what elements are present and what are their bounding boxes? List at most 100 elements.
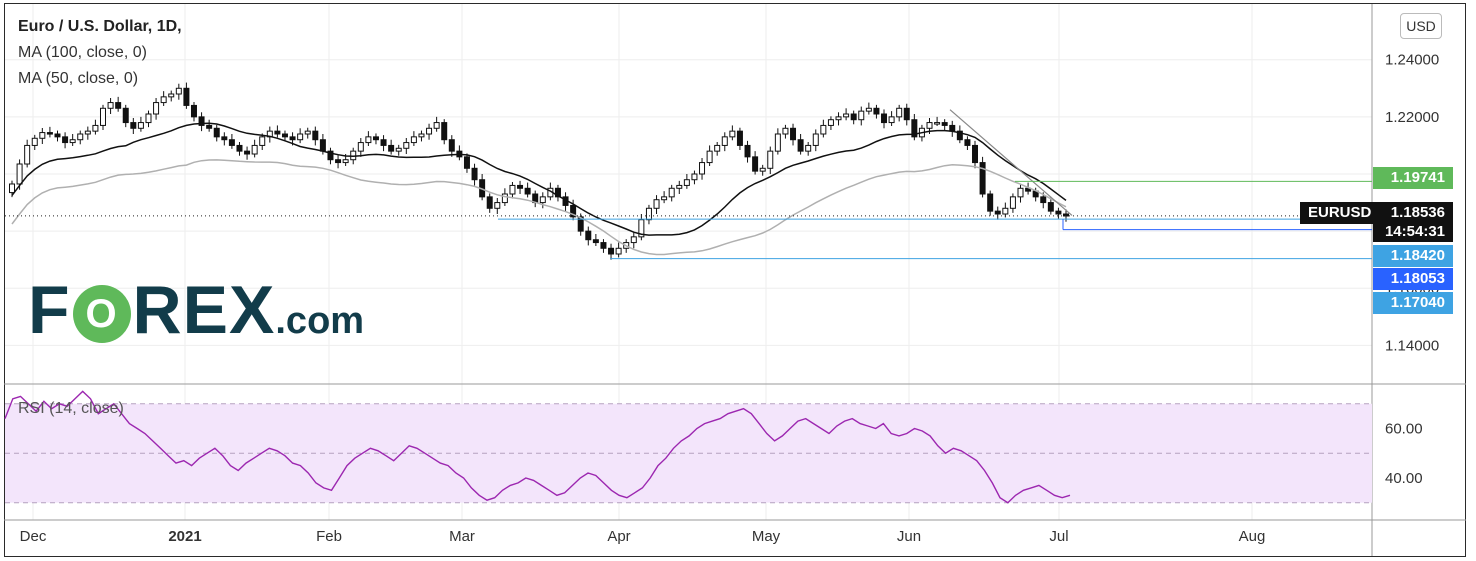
- candle: [721, 136, 728, 146]
- candle: [987, 193, 994, 212]
- price-label-3: 1.18053: [1373, 268, 1453, 290]
- candle: [554, 187, 561, 198]
- candle: [509, 184, 516, 195]
- x-tick-label: Jul: [1049, 528, 1068, 545]
- candle: [676, 184, 683, 189]
- candle: [190, 104, 197, 118]
- x-tick-label: Mar: [449, 528, 475, 545]
- candle: [46, 132, 53, 135]
- price-tick-label: 1.24000: [1385, 52, 1439, 69]
- candle: [994, 210, 1001, 215]
- candle: [259, 136, 266, 146]
- candle: [319, 139, 326, 152]
- candle: [213, 127, 220, 138]
- candle: [774, 133, 781, 152]
- candle: [84, 130, 91, 135]
- candle: [608, 247, 615, 255]
- candle: [228, 139, 235, 146]
- candle: [592, 239, 599, 244]
- candle: [145, 113, 152, 124]
- currency-button[interactable]: USD: [1400, 13, 1442, 39]
- candle: [797, 139, 804, 152]
- price-label-4: 1.17040: [1373, 292, 1453, 314]
- candle: [744, 144, 751, 158]
- candle: [297, 133, 304, 141]
- candle: [403, 142, 410, 149]
- candle: [380, 139, 387, 146]
- candle: [1040, 196, 1047, 204]
- candle: [1017, 187, 1024, 198]
- rsi-legend: RSI (14, close): [18, 400, 124, 417]
- candle: [865, 107, 872, 112]
- candle: [782, 127, 789, 135]
- x-tick-label: May: [752, 528, 781, 545]
- trendline: [949, 109, 1073, 216]
- candle: [979, 162, 986, 195]
- candle: [691, 173, 698, 181]
- candle: [577, 216, 584, 232]
- candle: [153, 102, 160, 115]
- logo-domain: .com: [275, 300, 365, 342]
- price-label-2: 1.18420: [1373, 245, 1453, 267]
- candle: [24, 144, 31, 165]
- candle: [426, 127, 433, 135]
- price-tick-label: 1.22000: [1385, 109, 1439, 126]
- candle: [790, 127, 797, 141]
- candle: [115, 102, 122, 109]
- candle: [107, 102, 114, 109]
- candle: [570, 204, 577, 218]
- candle: [767, 150, 774, 169]
- candle: [941, 122, 948, 126]
- candle: [198, 116, 205, 126]
- rsi-tick-label: 40.00: [1385, 470, 1423, 487]
- candle: [638, 219, 645, 238]
- candle: [433, 122, 440, 129]
- candle: [827, 119, 834, 126]
- candle: [327, 150, 334, 161]
- logo-rex: REX: [132, 272, 276, 348]
- candle: [16, 163, 23, 185]
- candle: [410, 136, 417, 144]
- x-tick-label: Feb: [316, 528, 342, 545]
- candle: [441, 122, 448, 141]
- ma50-line: [11, 122, 1067, 236]
- current-price-box: 1.18536 14:54:31: [1373, 202, 1453, 242]
- candle: [494, 202, 501, 209]
- candle: [956, 130, 963, 141]
- rsi-tick-label: 60.00: [1385, 421, 1423, 438]
- x-tick-label: Apr: [607, 528, 630, 545]
- candle: [130, 122, 137, 129]
- candle: [274, 130, 281, 135]
- candle: [539, 196, 546, 204]
- candle: [122, 107, 129, 124]
- candle: [1047, 202, 1054, 212]
- candle: [206, 124, 213, 129]
- candle: [600, 242, 607, 249]
- candle: [964, 139, 971, 146]
- candle: [752, 156, 759, 172]
- candle: [706, 150, 713, 164]
- candle: [281, 133, 288, 138]
- candle: [1055, 210, 1062, 215]
- candle: [289, 136, 296, 141]
- candle: [137, 122, 144, 129]
- candle: [820, 124, 827, 135]
- candle: [1009, 196, 1016, 209]
- candle: [645, 207, 652, 221]
- candle: [668, 187, 675, 198]
- candle: [888, 116, 895, 124]
- x-tick-label: Aug: [1239, 528, 1266, 545]
- candle: [972, 144, 979, 164]
- candle: [729, 130, 736, 138]
- candle: [304, 130, 311, 135]
- candle: [99, 107, 106, 126]
- ma100-line: [11, 159, 1067, 256]
- candle: [69, 139, 76, 144]
- candle: [463, 156, 470, 169]
- candle: [850, 113, 857, 121]
- candle: [501, 193, 508, 204]
- candle: [615, 247, 622, 255]
- logo-o-icon: O: [72, 285, 131, 343]
- candle: [244, 150, 251, 155]
